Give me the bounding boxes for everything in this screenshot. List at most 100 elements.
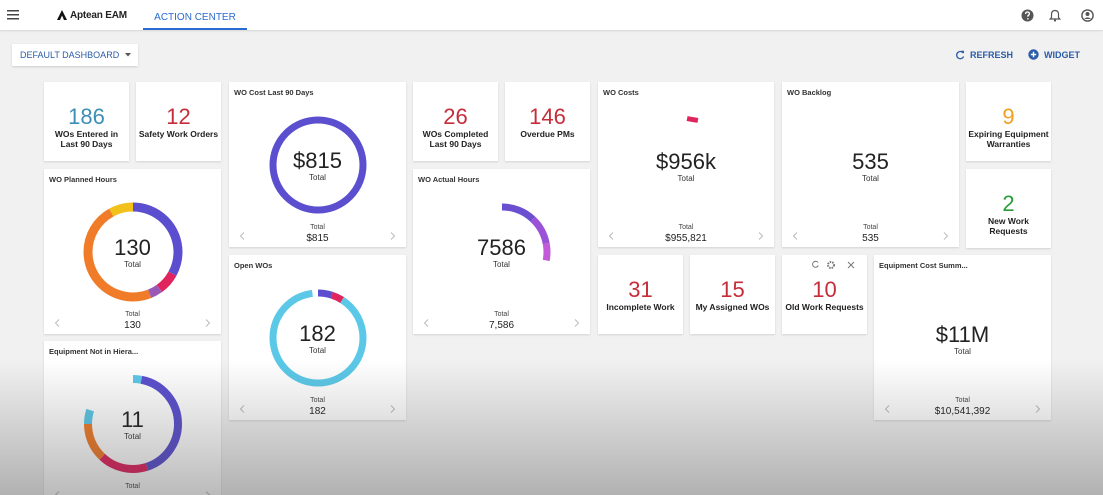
- arrow-shape: [390, 232, 396, 240]
- arrow-shape: [608, 232, 614, 240]
- widget-title: WO Costs: [603, 88, 639, 97]
- nav-arrow[interactable]: [884, 405, 890, 413]
- widget-card: 12 Safety Work Orders: [136, 82, 221, 161]
- nav-arrow[interactable]: [205, 319, 211, 327]
- footer-value: $815: [306, 233, 329, 244]
- nav-arrow[interactable]: [390, 405, 396, 413]
- ring-segment: [269, 289, 366, 387]
- ring-segment: [83, 202, 182, 302]
- center-value: $956k: [656, 149, 716, 174]
- nav-arrow[interactable]: [54, 319, 60, 327]
- center-value: $815: [293, 148, 342, 173]
- footer-value: $955,821: [665, 233, 707, 244]
- widget-title: Equipment Cost Summ...: [879, 261, 968, 270]
- brand: Aptean EAM: [70, 10, 127, 21]
- ring-segment: [83, 375, 182, 473]
- stat-label: New Work Requests: [988, 216, 1029, 236]
- stat-label: WOs Completed Last 90 Days: [422, 129, 489, 149]
- center-value: 7586: [477, 235, 526, 260]
- arrow-shape: [205, 319, 211, 327]
- nav-arrow[interactable]: [423, 319, 429, 327]
- ring-segment: [83, 375, 182, 473]
- refresh-icon[interactable]: [955, 50, 965, 60]
- widget-card: 10 Old Work Requests: [782, 255, 867, 334]
- footer-value: 535: [862, 233, 879, 244]
- arrow-shape: [758, 232, 764, 240]
- center-value: 535: [852, 149, 889, 174]
- menu-icon[interactable]: [7, 10, 19, 20]
- widget-title: WO Backlog: [787, 88, 832, 97]
- stat-value: 2: [1002, 191, 1015, 216]
- dropdown-caret: [125, 53, 131, 57]
- nav-arrow[interactable]: [205, 491, 211, 495]
- nav-arrow[interactable]: [239, 405, 245, 413]
- arrow-shape: [574, 319, 580, 327]
- arrow-shape: [943, 232, 949, 240]
- stat-value: 146: [529, 104, 566, 129]
- stat-value: 15: [720, 277, 745, 302]
- nav-arrow[interactable]: [390, 232, 396, 240]
- refresh-action: [812, 260, 819, 268]
- ring-chart: [269, 116, 366, 214]
- footer-label: Total: [863, 224, 878, 231]
- widget-card: WO Cost Last 90 Days $815 Total Total $815: [229, 82, 406, 247]
- ring-segment: [453, 203, 550, 301]
- dashboard-select[interactable]: DEFAULT DASHBOARD: [12, 44, 138, 66]
- widget-card: 186 WOs Entered in Last 90 Days: [44, 82, 129, 161]
- footer-label: Total: [494, 311, 509, 318]
- ring-segment: [453, 203, 550, 301]
- widget-card: WO Costs $956k Total Total $955,821: [598, 82, 774, 247]
- widget-card: Equipment Not in Hiera... 11 Total Total: [44, 341, 221, 495]
- arrow-shape: [792, 232, 798, 240]
- footer-label: Total: [678, 224, 694, 231]
- nav-arrow[interactable]: [574, 319, 580, 327]
- stat-value: 12: [166, 104, 191, 129]
- notification-icon[interactable]: [1049, 9, 1061, 22]
- footer-label: Total: [310, 224, 325, 231]
- stat-label: My Assigned WOs: [695, 302, 770, 312]
- widget-card: 31 Incomplete Work: [598, 255, 683, 334]
- nav-arrow[interactable]: [608, 232, 614, 240]
- arrow-shape: [1035, 405, 1041, 413]
- ring-segment: [83, 375, 182, 473]
- refresh-button[interactable]: REFRESH: [970, 50, 1014, 60]
- center-value: 182: [299, 321, 336, 346]
- widget-card: 2 New Work Requests: [966, 169, 1051, 248]
- arrow-shape: [54, 319, 60, 327]
- nav-arrow[interactable]: [943, 232, 949, 240]
- nav-arrow[interactable]: [54, 491, 60, 495]
- footer-label: Total: [125, 311, 140, 318]
- stat-label: Old Work Requests: [785, 302, 864, 312]
- stat-label: Safety Work Orders: [138, 129, 219, 139]
- footer-value: 7,586: [488, 320, 515, 331]
- center-value: 11: [121, 407, 144, 432]
- arrow-shape: [390, 405, 396, 413]
- center-label: Total: [124, 260, 141, 269]
- ring-chart: [83, 202, 182, 302]
- nav-arrow[interactable]: [239, 232, 245, 240]
- stat-value: 10: [812, 277, 837, 302]
- help-icon[interactable]: [1021, 9, 1034, 22]
- footer-value: $10,541,392: [934, 406, 991, 417]
- widget-card: WO Planned Hours 130 Total Total 130: [44, 169, 221, 334]
- ring-segment: [269, 289, 366, 387]
- account-icon[interactable]: [1081, 9, 1094, 22]
- add-widget-icon[interactable]: [1028, 49, 1039, 60]
- close-action: [847, 261, 855, 269]
- arrow-shape: [423, 319, 429, 327]
- arrow-shape: [884, 405, 890, 413]
- center-label: Total: [124, 432, 141, 441]
- tab[interactable]: ACTION CENTER: [143, 0, 247, 30]
- arrow-shape: [239, 405, 245, 413]
- center-label: Total: [862, 174, 879, 183]
- widget-button[interactable]: WIDGET: [1044, 50, 1080, 60]
- widget-card: WO Backlog 535 Total Total 535: [782, 82, 959, 247]
- nav-arrow[interactable]: [758, 232, 764, 240]
- widget-title: WO Actual Hours: [418, 175, 480, 184]
- widget-card: 146 Overdue PMs: [505, 82, 590, 161]
- stat-label: Expiring Equipment Warranties: [968, 129, 1049, 149]
- nav-arrow[interactable]: [1035, 405, 1041, 413]
- widget-card: Equipment Cost Summ... $11M Total Total $10,…: [874, 255, 1051, 420]
- nav-arrow[interactable]: [792, 232, 798, 240]
- ring-chart: [83, 375, 182, 473]
